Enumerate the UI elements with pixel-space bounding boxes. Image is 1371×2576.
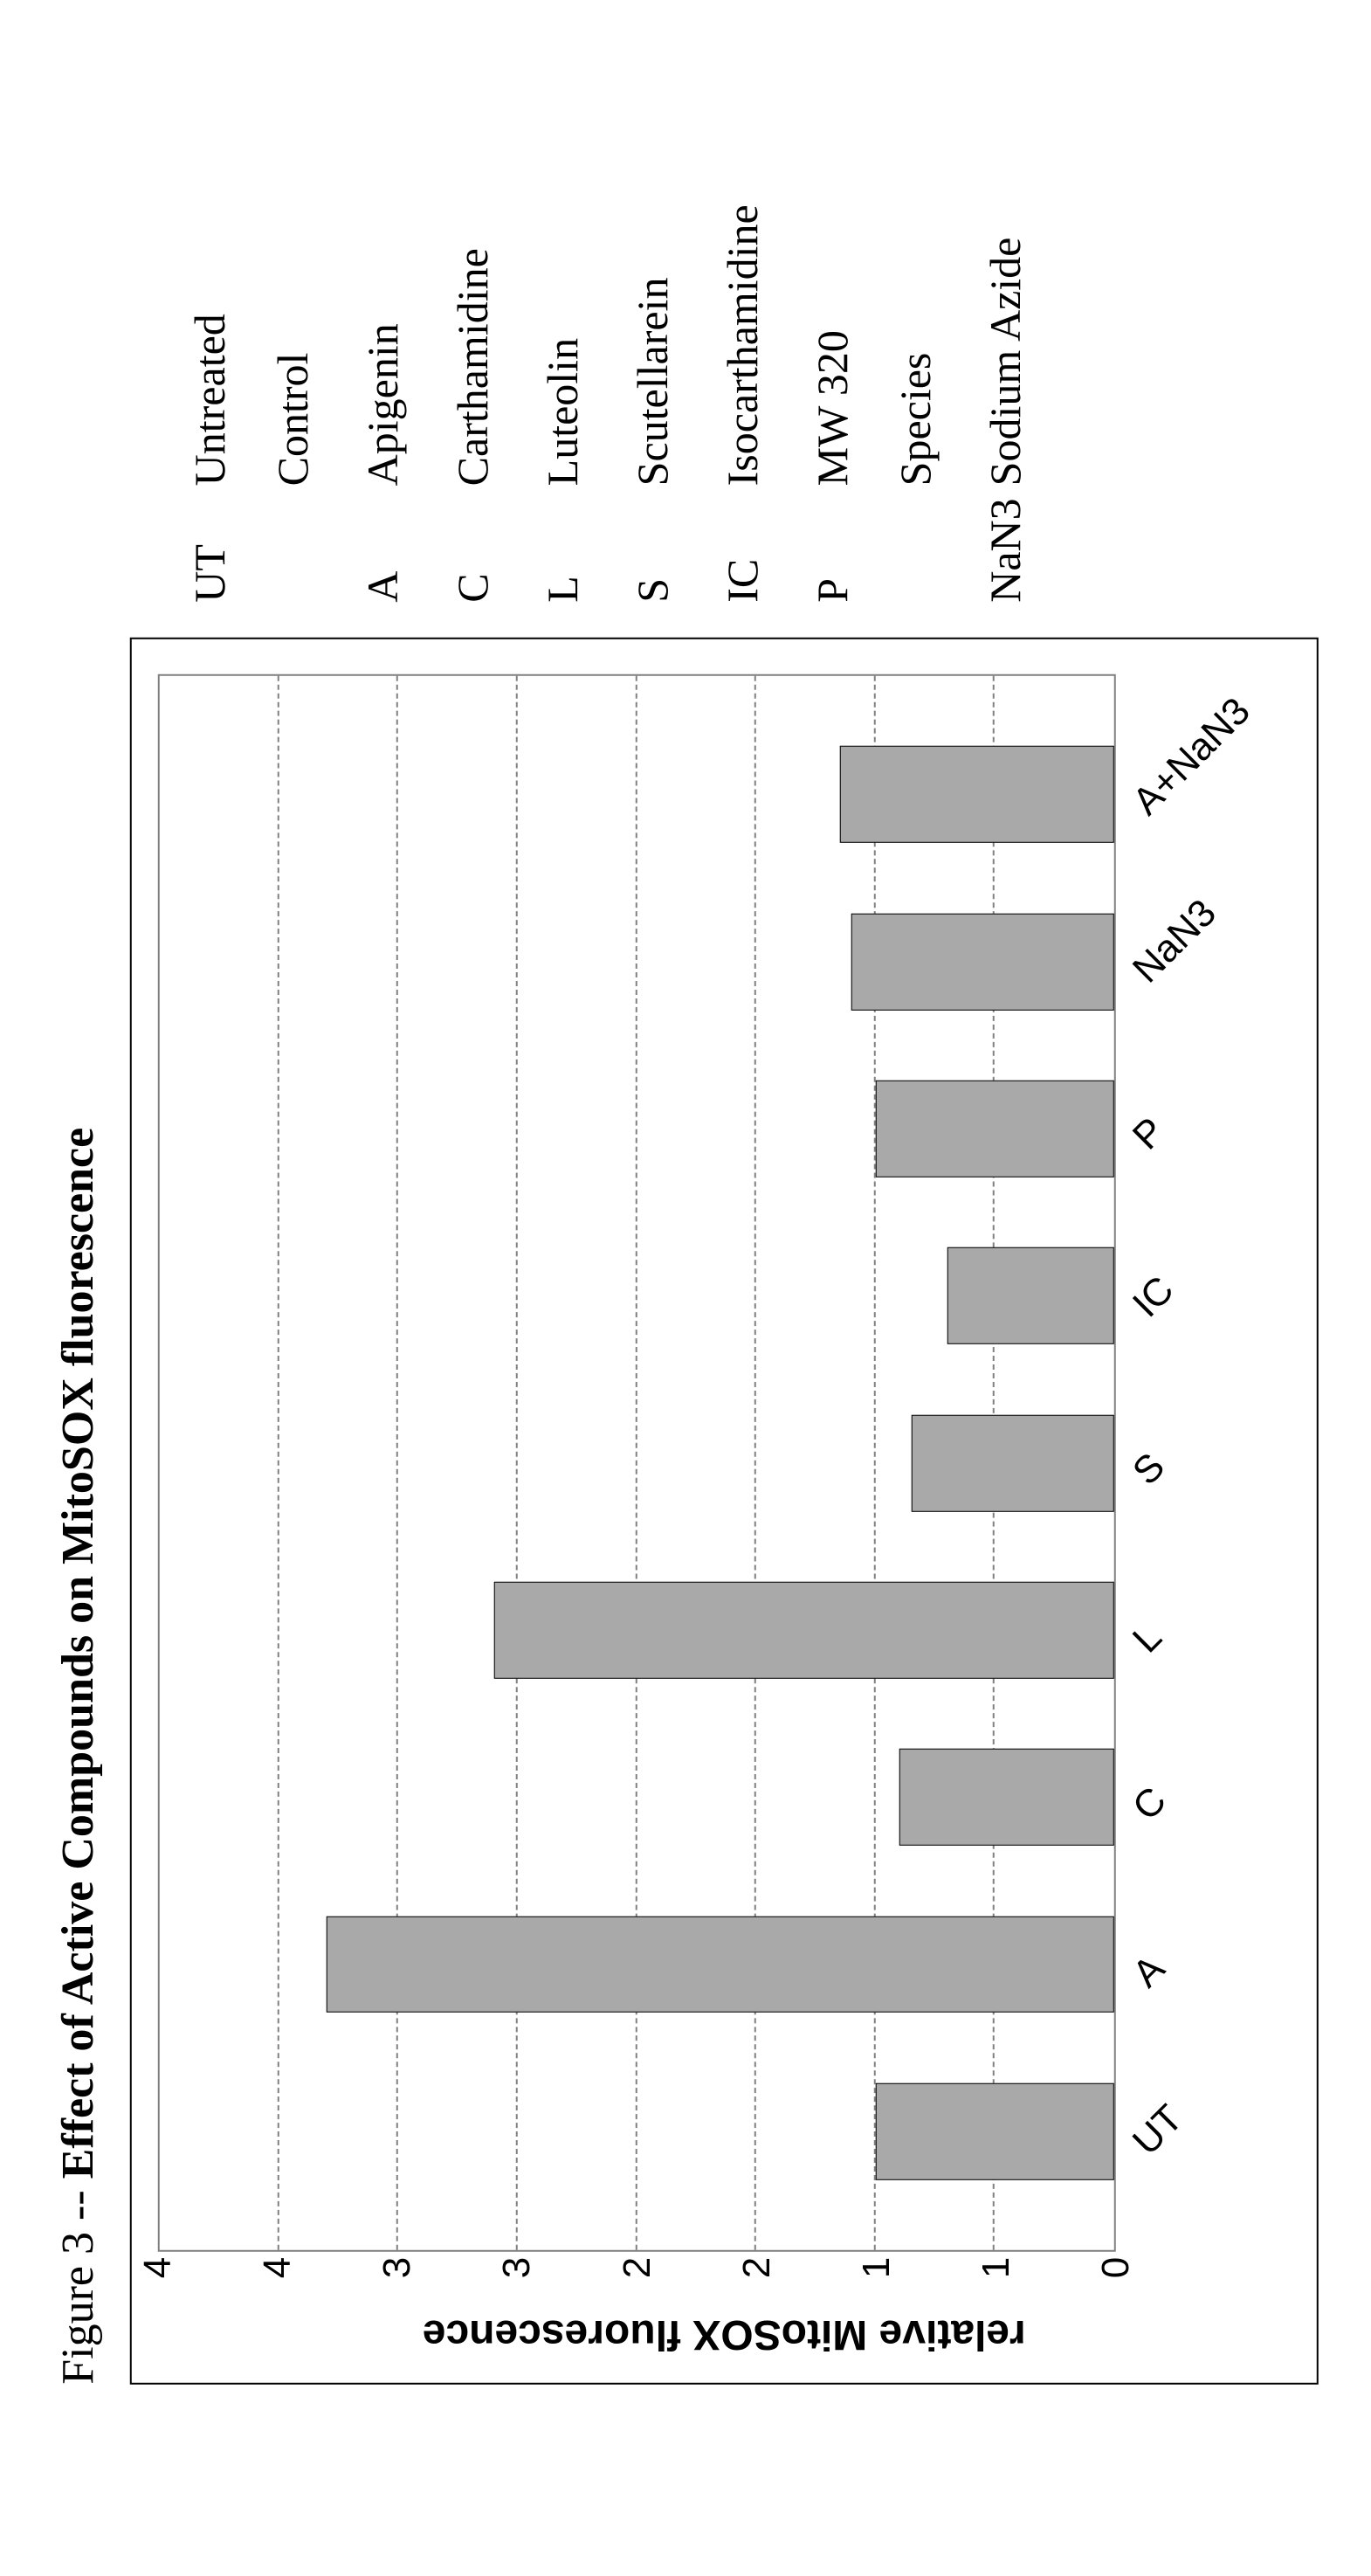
chart-frame: relative MitoSOX fluorescence 011223344 … [130,637,1319,2384]
x-label-cell: A+NaN3 [1116,708,1291,876]
legend: UTUntreated ControlAApigeninCCarthamidin… [130,192,1319,603]
legend-row: NaN3Sodium Azide [961,192,1051,603]
legend-label: Luteolin [518,192,608,486]
legend-row: CCarthamidine [428,192,518,603]
x-tick-label: P [1125,1109,1174,1158]
bar-slot [160,1713,1114,1880]
bar-slot [160,1045,1114,1212]
legend-label: Scutellarein [608,192,698,486]
x-tick-label: S [1125,1444,1174,1493]
bar-slot [160,1546,1114,1713]
y-tick-label: 1 [855,2256,899,2277]
legend-key: P [788,486,961,602]
x-label-cell: C [1116,1714,1291,1882]
x-spacer [1116,2251,1291,2303]
legend-key: NaN3 [961,486,1051,602]
rotated-figure-canvas: Figure 3 -- Effect of Active Compounds o… [0,122,1371,2455]
bar-slot [160,2048,1114,2214]
x-label-cell: A [1116,1882,1291,2049]
bar-slot [160,1881,1114,2048]
legend-row: AApigenin [338,192,428,603]
figure-label-prefix: Figure 3 -- [53,2179,103,2384]
legend-label: Carthamidine [428,192,518,486]
bar [947,1247,1114,1343]
page: Figure 3 -- Effect of Active Compounds o… [0,0,1371,2576]
x-label-cell: UT [1116,2048,1291,2216]
y-tick-label: 1 [975,2256,1018,2277]
plot-and-yticks: 011223344 [158,673,1116,2303]
y-tick-label: 2 [616,2256,659,2277]
x-label-cell: P [1116,1044,1291,1212]
figure-title-text: Effect of Active Compounds on MitoSOX fl… [53,1127,103,2179]
y-tick-label: 0 [1094,2256,1138,2277]
x-tick-label: IC [1125,1267,1182,1325]
y-tick-label: 4 [136,2256,180,2277]
bar-slot [160,1379,1114,1546]
figure-title: Figure 3 -- Effect of Active Compounds o… [52,192,104,2385]
legend-label: MW 320 Species [788,192,961,486]
bar-slot [160,878,1114,1045]
x-label-cell: IC [1116,1212,1291,1379]
legend-label: Isocarthamidine [698,192,788,486]
legend-row: PMW 320 Species [788,192,961,603]
x-tick-label: A [1125,1947,1174,1996]
legend-key: C [428,486,518,602]
legend-key: IC [698,486,788,602]
bar [912,1414,1114,1511]
y-axis-title: relative MitoSOX fluorescence [423,2310,1026,2358]
legend-key: A [338,486,428,602]
y-tick-label: 2 [735,2256,779,2277]
figure-content-row: relative MitoSOX fluorescence 011223344 … [130,192,1319,2385]
legend-row: LLuteolin [518,192,608,603]
bar [899,1748,1114,1845]
x-label-cell: S [1116,1378,1291,1546]
legend-table: UTUntreated ControlAApigeninCCarthamidin… [165,192,1051,603]
legend-label: Sodium Azide [961,192,1051,486]
legend-row: SScutellarein [608,192,698,603]
y-tick-label: 4 [256,2256,300,2277]
bar [851,913,1114,1010]
legend-label: Apigenin [338,192,428,486]
x-tick-label: A+NaN3 [1125,689,1259,824]
bar [494,1581,1114,1678]
y-axis-title-wrap: relative MitoSOX fluorescence [158,2303,1291,2365]
bar-slot [160,710,1114,877]
x-tick-label: NaN3 [1125,890,1225,991]
y-tick-column: 011223344 [158,2251,1116,2303]
legend-key: L [518,486,608,602]
plot-column: 011223344 UTACLSICPNaN3A+NaN3 [158,673,1291,2303]
legend-row: ICIsocarthamidine [698,192,788,603]
bar [876,2082,1114,2179]
x-label-cell: L [1116,1546,1291,1714]
x-tick-label: C [1125,1778,1175,1828]
bar-slot [160,1212,1114,1378]
x-tick-label: UT [1125,2096,1192,2164]
bar [327,1916,1114,2013]
legend-key: S [608,486,698,602]
x-labels: UT A C L S IC P NaN3 A+NaN3 [1116,673,1291,2251]
plot-area [158,673,1116,2251]
x-label-cell: NaN3 [1116,876,1291,1044]
legend-label: Untreated Control [165,192,338,486]
bar [876,1080,1114,1177]
y-tick-label: 3 [495,2256,539,2277]
bar [840,746,1114,843]
x-labels-row: UT A C L S IC P NaN3 A+NaN3 [1116,673,1291,2303]
legend-key: UT [165,486,338,602]
x-tick-label: L [1125,1615,1171,1661]
chart-inner: relative MitoSOX fluorescence 011223344 … [158,673,1291,2365]
legend-row: UTUntreated Control [165,192,338,603]
y-tick-label: 3 [375,2256,419,2277]
bars-row [160,710,1114,2214]
